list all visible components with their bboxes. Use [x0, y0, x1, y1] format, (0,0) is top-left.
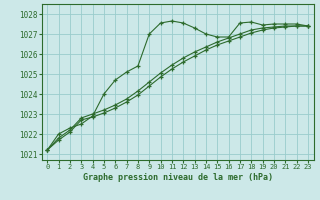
X-axis label: Graphe pression niveau de la mer (hPa): Graphe pression niveau de la mer (hPa) [83, 173, 273, 182]
